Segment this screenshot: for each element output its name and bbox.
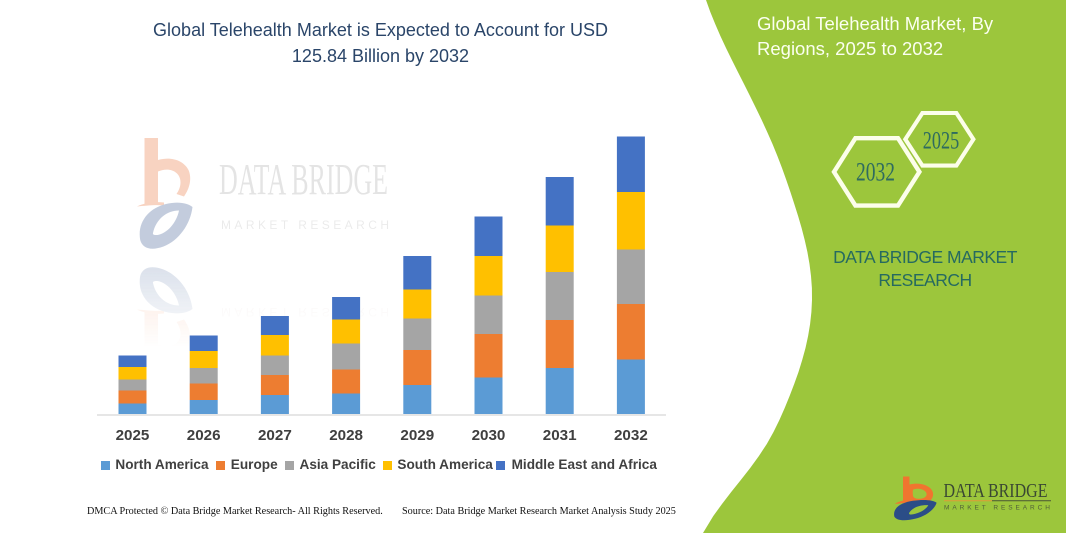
svg-text:2025: 2025 xyxy=(923,127,960,154)
svg-text:MARKET RESEARCH: MARKET RESEARCH xyxy=(221,305,389,319)
svg-text:2032: 2032 xyxy=(856,158,895,187)
svg-text:DATA BRIDGE: DATA BRIDGE xyxy=(944,481,1048,502)
svg-text:MARKET RESEARCH: MARKET RESEARCH xyxy=(944,505,1050,512)
svg-text:MARKET RESEARCH: MARKET RESEARCH xyxy=(221,218,389,232)
svg-text:DATA BRIDGE: DATA BRIDGE xyxy=(219,155,388,204)
